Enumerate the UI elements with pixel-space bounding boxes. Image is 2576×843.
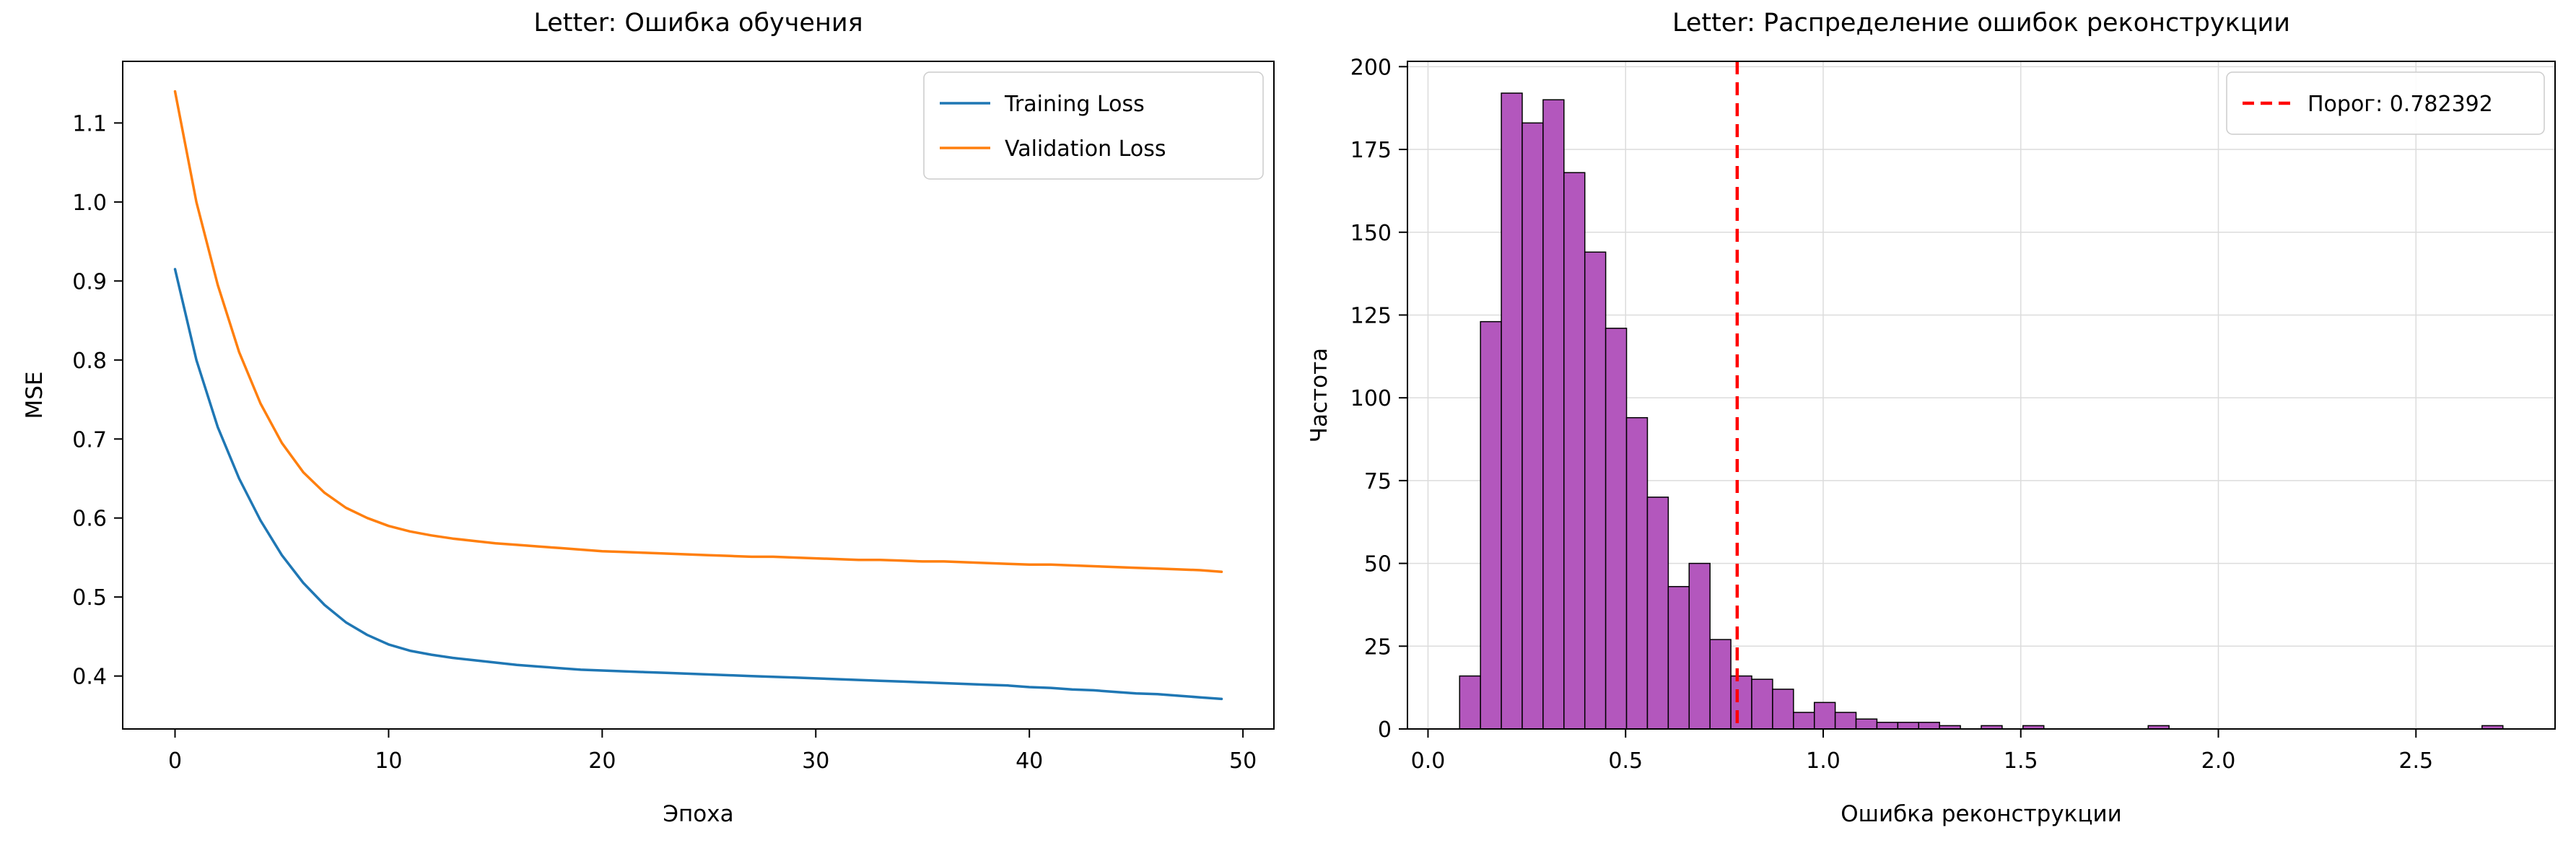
y-tick-label: 1.1 bbox=[72, 111, 107, 136]
histogram-bar bbox=[1709, 639, 1732, 730]
histogram-bar bbox=[1730, 675, 1752, 730]
y-tick-label: 175 bbox=[1350, 138, 1392, 163]
y-tick-label: 125 bbox=[1350, 303, 1392, 328]
training-loss-chart-title: Letter: Ошибка обучения bbox=[533, 9, 863, 38]
y-tick-label: 0 bbox=[1378, 717, 1392, 743]
histogram-bar bbox=[1501, 92, 1523, 730]
x-tick-label: 1.5 bbox=[2004, 748, 2038, 774]
y-tick-label: 1.0 bbox=[72, 191, 107, 216]
histogram-bar bbox=[1918, 722, 1940, 730]
histogram-bar bbox=[1897, 722, 1920, 730]
histogram-bar bbox=[1480, 320, 1502, 730]
series-validation-loss bbox=[173, 89, 1223, 573]
y-tick-label: 100 bbox=[1350, 386, 1392, 411]
axes-frame bbox=[1407, 61, 2556, 730]
histogram-bar bbox=[1834, 712, 1857, 730]
histogram-bar bbox=[1813, 702, 1836, 730]
x-tick-label: 50 bbox=[1229, 748, 1257, 774]
y-axis-label: MSE bbox=[22, 371, 48, 419]
histogram-bar bbox=[1793, 712, 1815, 730]
x-tick-label: 40 bbox=[1016, 748, 1043, 774]
training-loss-chart: 0 10 20 30 40 50 0.4 0.5 0.6 0.7 0.8 0.9 1.0 1.1 Эпоха… bbox=[22, 61, 1275, 827]
axes-frame bbox=[122, 61, 1275, 730]
y-tick-label: 25 bbox=[1364, 634, 1392, 660]
histogram-bar bbox=[1563, 172, 1586, 730]
reconstruction-error-histogram-panel: Letter: Распределение ошибок реконструкц… bbox=[1292, 0, 2576, 843]
histogram-bar bbox=[1584, 251, 1607, 730]
x-tick-label: 20 bbox=[588, 748, 616, 774]
y-tick-label: 75 bbox=[1364, 469, 1392, 494]
x-axis-label: Эпоха bbox=[663, 801, 733, 827]
legend-box bbox=[923, 71, 1264, 180]
histogram-bar bbox=[1521, 122, 1544, 730]
y-tick-label: 150 bbox=[1350, 221, 1392, 246]
y-tick-label: 0.4 bbox=[72, 665, 107, 690]
legend-label: Порог: 0.782392 bbox=[2308, 92, 2493, 117]
histogram-bar bbox=[1646, 497, 1669, 730]
y-axis-label: Частота bbox=[1306, 348, 1332, 442]
x-axis-label: Ошибка реконструкции bbox=[1841, 801, 2122, 827]
x-tick-label: 10 bbox=[375, 748, 402, 774]
histogram-bar bbox=[1625, 416, 1649, 730]
histogram-bar bbox=[1876, 722, 1899, 730]
histogram-bar bbox=[1459, 675, 1481, 730]
y-tick-label: 0.8 bbox=[72, 349, 107, 374]
series-training-loss bbox=[173, 268, 1223, 701]
histogram-bar bbox=[1667, 585, 1690, 730]
y-tick-label: 200 bbox=[1350, 55, 1392, 80]
histogram-bar bbox=[1855, 718, 1878, 730]
histogram-bar bbox=[1751, 678, 1773, 730]
x-tick-label: 0.0 bbox=[1411, 748, 1446, 774]
y-tick-label: 0.6 bbox=[72, 507, 107, 532]
legend-box bbox=[2226, 71, 2545, 135]
y-tick-label: 0.7 bbox=[72, 427, 107, 453]
histogram-bar bbox=[1772, 689, 1794, 730]
histogram-bar bbox=[1604, 328, 1628, 730]
legend-label: Training Loss bbox=[1004, 92, 1145, 117]
y-tick-label: 0.5 bbox=[72, 585, 107, 611]
x-tick-label: 0 bbox=[168, 748, 182, 774]
training-loss-chart-panel: Letter: Ошибка обучения 0 10 20 30 40 50 0.4 0.… bbox=[22, 9, 1275, 827]
y-tick-label: 0.9 bbox=[72, 269, 107, 294]
histogram-bar bbox=[1542, 99, 1565, 730]
x-tick-label: 1.0 bbox=[1806, 748, 1841, 774]
histogram-bar bbox=[1688, 562, 1711, 730]
x-tick-label: 2.5 bbox=[2398, 748, 2433, 774]
x-tick-label: 2.0 bbox=[2201, 748, 2236, 774]
reconstruction-error-histogram: 0.0 0.5 1.0 1.5 2.0 2.5 0 25 50 75 100 125 150 175 200… bbox=[1306, 55, 2556, 827]
x-tick-label: 0.5 bbox=[1608, 748, 1643, 774]
legend-label: Validation Loss bbox=[1005, 136, 1166, 162]
x-tick-label: 30 bbox=[802, 748, 829, 774]
reconstruction-error-histogram-title: Letter: Распределение ошибок реконструкц… bbox=[1672, 9, 2291, 38]
y-tick-label: 50 bbox=[1364, 552, 1392, 577]
